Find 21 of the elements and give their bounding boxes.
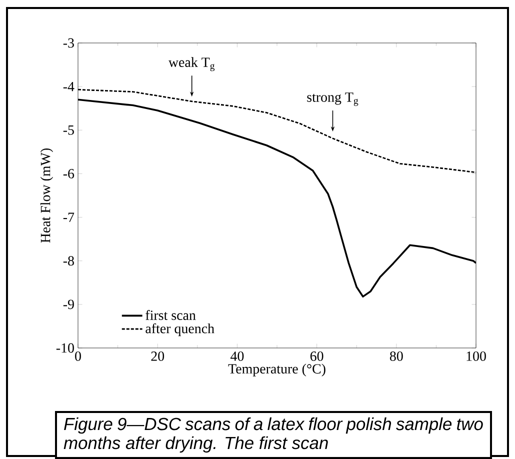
y-tick-label: -7	[63, 212, 74, 222]
x-tick-label: 20	[151, 352, 164, 361]
y-tick-label: -5	[63, 125, 74, 135]
x-tick-label: 40	[230, 352, 244, 361]
x-tick-label: 0	[75, 352, 81, 361]
y-tick-label: -6	[63, 169, 74, 178]
y-tick-label: -4	[63, 82, 74, 92]
annotation: weak T$_{g}$	[168, 57, 215, 72]
y-tick-label: -8	[63, 256, 74, 266]
legend-label: after quench	[146, 323, 214, 336]
x-tick-label: 100	[466, 352, 486, 361]
x-tick-label: 60	[310, 352, 324, 361]
y-tick-label: -10	[56, 343, 74, 353]
legend-label: first scan	[146, 310, 196, 320]
caption: Figure 9—DSC scans of a latex floor polish sample two months after drying. The first scan	[64, 417, 483, 453]
y-tick-label: -3	[63, 38, 74, 48]
x-tick-label: 80	[390, 352, 403, 361]
y-axis-title: Heat Flow (mW)	[40, 148, 54, 243]
annotation: strong T$_{g}$	[307, 92, 358, 106]
y-tick-label: -9	[63, 300, 74, 310]
x-axis-title: Temperature (°C)	[228, 364, 326, 376]
